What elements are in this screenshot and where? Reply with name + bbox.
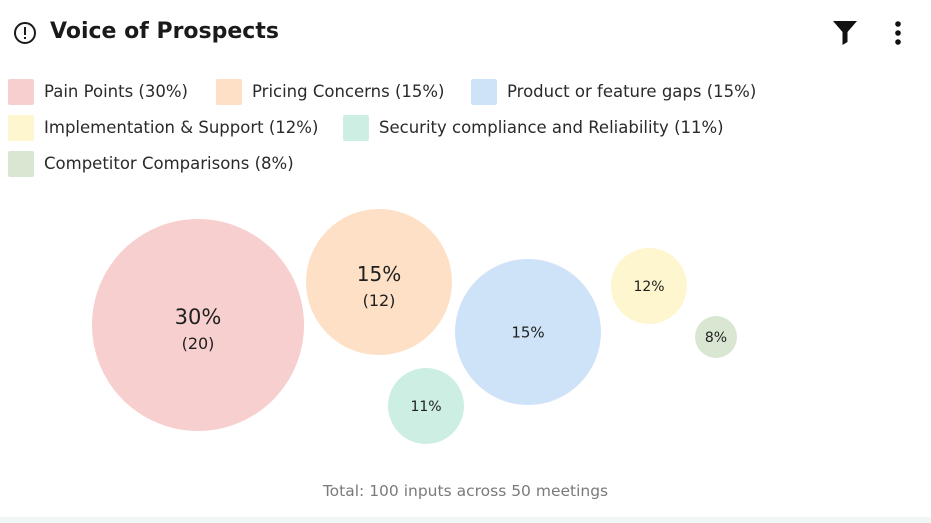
bubble-pain-points[interactable]: 30% (20) [92,219,304,431]
bubble-security-compliance[interactable]: 11% [388,368,464,444]
bubble-circle[interactable] [388,368,464,444]
bubble-percent-label: 30% [175,305,222,329]
bubble-pricing-concerns[interactable]: 15% (12) [306,209,452,355]
bubble-count-label: (20) [182,334,215,353]
legend-label: Implementation & Support (12%) [44,118,319,137]
bubble-competitor-comparisons[interactable]: 8% [695,316,737,358]
legend-label: Pain Points (30%) [44,82,188,101]
bubble-chart: 30% (20) 15% (12) 15% 12% 11% 8% [92,209,737,444]
bubble-implementation-support[interactable]: 12% [611,248,687,324]
legend-swatch [8,115,34,141]
info-icon [14,22,36,44]
bubble-circle[interactable] [611,248,687,324]
legend-swatch [216,79,242,105]
legend-swatch [471,79,497,105]
bubble-circle[interactable] [695,316,737,358]
legend-swatch [343,115,369,141]
legend-label: Security compliance and Reliability (11%… [379,118,724,137]
bottom-divider [0,517,931,523]
bubble-circle[interactable] [455,259,601,405]
legend-swatch [8,151,34,177]
bubble-circle[interactable] [306,209,452,355]
legend-label: Product or feature gaps (15%) [507,82,757,101]
filter-icon[interactable] [830,18,860,46]
widget-title: Voice of Prospects [50,19,279,44]
bubble-percent-label: 15% [511,323,544,341]
legend-label: Pricing Concerns (15%) [252,82,445,101]
legend-label: Competitor Comparisons (8%) [44,154,294,173]
legend-swatch [8,79,34,105]
bubble-percent-label: 11% [410,399,441,415]
more-vertical-icon[interactable] [886,18,910,48]
bubble-product-gaps[interactable]: 15% [455,259,601,405]
bubble-percent-label: 8% [705,330,727,346]
bubble-circle[interactable] [92,219,304,431]
bubble-count-label: (12) [363,291,396,310]
bubble-percent-label: 15% [357,262,401,286]
bubble-percent-label: 12% [633,279,664,295]
widget-header: Voice of Prospects [0,0,931,66]
total-summary: Total: 100 inputs across 50 meetings [322,482,609,500]
